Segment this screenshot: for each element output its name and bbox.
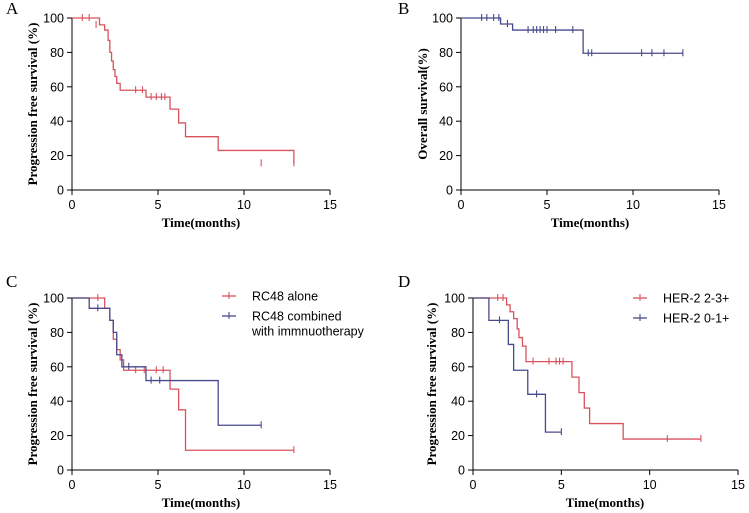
panel-b-letter: B <box>398 0 409 18</box>
x-tick-label: 15 <box>731 478 745 492</box>
panel-a-plot: 0 5 10 15 0 20 40 60 80 100 <box>43 12 337 213</box>
x-tick-label: 10 <box>626 198 640 212</box>
y-tick-label: 60 <box>50 360 64 374</box>
panel-d-x-axis-title: Time(months) <box>566 495 644 510</box>
x-tick-label: 5 <box>155 478 162 492</box>
y-tick-label: 40 <box>50 115 64 129</box>
x-tick-label: 15 <box>712 198 726 212</box>
panel-c-letter: C <box>6 272 17 291</box>
legend-label: HER-2 0-1+ <box>663 312 729 326</box>
y-tick-label: 80 <box>50 326 64 340</box>
y-tick-label: 20 <box>451 429 465 443</box>
y-tick-label: 0 <box>57 184 64 198</box>
panel-c: C 0 5 10 15 0 20 40 60 80 100 RC48 alone RC48 combi… <box>6 272 365 510</box>
y-tick-label: 60 <box>439 80 453 94</box>
panel-a-curve-all-patients <box>72 17 295 164</box>
x-tick-label: 0 <box>470 478 477 492</box>
x-tick-label: 5 <box>558 478 565 492</box>
legend-label: HER-2 2-3+ <box>663 292 729 306</box>
panel-d-curve-her-2-0-1 <box>473 297 562 433</box>
y-tick-label: 100 <box>43 12 64 26</box>
panel-b: B 0 5 10 15 0 20 40 60 80 100 Time(months) Overal… <box>398 0 726 230</box>
panel-b-curve-all-patients <box>461 17 683 54</box>
panel-a: A 0 5 10 15 0 20 40 60 80 100 Time(months) Progre… <box>6 0 337 230</box>
panel-c-curve-rc48-combined-with-immnuotherapy <box>72 297 262 426</box>
panel-c-y-axis-title: Progression free survival (%) <box>25 303 40 466</box>
x-tick-label: 15 <box>323 478 337 492</box>
y-tick-label: 40 <box>439 115 453 129</box>
legend-label: with immnuotherapy <box>251 325 365 339</box>
x-tick-label: 5 <box>155 198 162 212</box>
x-tick-label: 15 <box>323 198 337 212</box>
y-tick-label: 80 <box>451 326 465 340</box>
x-tick-label: 0 <box>458 198 465 212</box>
y-tick-label: 80 <box>50 46 64 60</box>
panel-d-curve-her-2-2-3 <box>473 297 701 440</box>
panel-c-x-axis-title: Time(months) <box>162 495 240 510</box>
panel-a-x-axis-title: Time(months) <box>162 215 240 230</box>
y-tick-label: 80 <box>439 46 453 60</box>
y-tick-label: 20 <box>439 149 453 163</box>
panel-d-y-axis-title: Progression free survival (%) <box>424 303 439 466</box>
x-tick-label: 10 <box>643 478 657 492</box>
y-tick-label: 20 <box>50 149 64 163</box>
legend-label: RC48 alone <box>252 290 318 304</box>
panel-b-x-axis-title: Time(months) <box>551 215 629 230</box>
y-tick-label: 100 <box>444 292 465 306</box>
panel-c-plot: 0 5 10 15 0 20 40 60 80 100 RC48 alone RC48 combine… <box>43 290 364 493</box>
y-tick-label: 60 <box>50 80 64 94</box>
x-tick-label: 0 <box>69 478 76 492</box>
panel-d-letter: D <box>398 272 410 291</box>
y-tick-label: 40 <box>50 395 64 409</box>
panel-b-plot: 0 5 10 15 0 20 40 60 80 100 <box>432 12 726 213</box>
panel-d: D 0 5 10 15 0 20 40 60 80 100 HER-2 2-3+ HER-2 0-1+… <box>398 272 745 510</box>
y-tick-label: 0 <box>57 464 64 478</box>
y-tick-label: 100 <box>432 12 453 26</box>
y-tick-label: 20 <box>50 429 64 443</box>
y-tick-label: 60 <box>451 360 465 374</box>
panel-d-plot: 0 5 10 15 0 20 40 60 80 100 HER-2 2-3+ HER-2 0-1+ <box>444 292 745 493</box>
panel-b-y-axis-title: Overall survival(%) <box>415 48 430 160</box>
y-tick-label: 100 <box>43 292 64 306</box>
y-tick-label: 0 <box>458 464 465 478</box>
x-tick-label: 10 <box>237 478 251 492</box>
legend-label: RC48 combined <box>252 310 342 324</box>
x-tick-label: 0 <box>69 198 76 212</box>
y-tick-label: 40 <box>451 395 465 409</box>
y-tick-label: 0 <box>446 184 453 198</box>
x-tick-label: 10 <box>237 198 251 212</box>
panel-a-letter: A <box>6 0 19 18</box>
panel-a-y-axis-title: Progression free survival (%) <box>25 23 40 186</box>
x-tick-label: 5 <box>544 198 551 212</box>
